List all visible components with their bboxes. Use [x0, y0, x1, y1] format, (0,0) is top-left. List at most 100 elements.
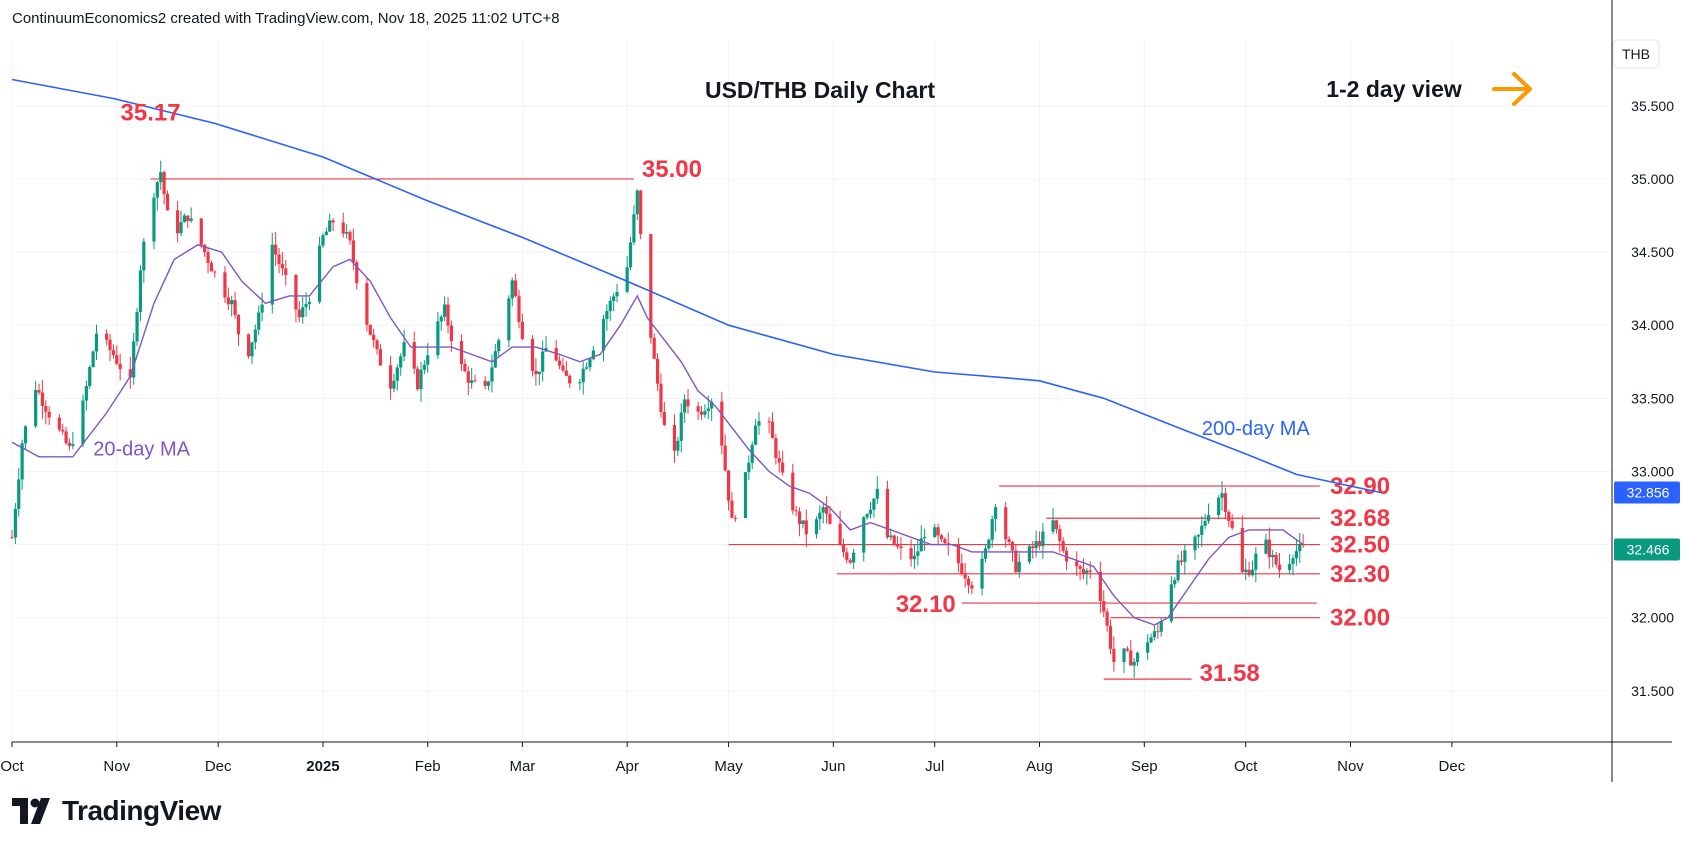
candle-body	[845, 552, 849, 561]
candle-body	[923, 537, 927, 539]
x-tick-label: Jun	[821, 758, 845, 775]
candle-body	[1108, 625, 1113, 649]
annotations: 35.17 20-day MA 200-day MA	[93, 99, 1310, 460]
level-label-32.50: 32.50	[1330, 532, 1390, 559]
level-label-32.90: 32.90	[1330, 473, 1390, 500]
candle-body	[507, 298, 511, 341]
candle-body	[23, 426, 28, 444]
candle-body	[1102, 601, 1106, 612]
ma-200-line	[11, 78, 1382, 494]
candle-body	[274, 244, 278, 255]
candle-body	[1274, 554, 1278, 565]
candle-body	[828, 513, 832, 524]
candle-body	[885, 488, 890, 538]
candle-body	[838, 523, 842, 545]
candle-body	[818, 512, 822, 520]
candle-body	[686, 399, 690, 407]
x-tick-label: Dec	[1439, 758, 1466, 775]
level-label-32.00: 32.00	[1330, 605, 1390, 632]
x-tick-label: Feb	[415, 758, 441, 775]
candle-body	[1200, 525, 1204, 535]
candle-body	[108, 339, 112, 351]
tradingview-logo-icon	[12, 798, 50, 824]
candle-body	[159, 172, 163, 183]
candle-body	[794, 510, 798, 512]
candle-body	[733, 517, 737, 519]
candle-body	[635, 190, 639, 215]
candle-body	[321, 235, 325, 246]
candle-body	[899, 546, 903, 549]
level-label-35.00: 35.00	[642, 156, 702, 183]
candle-body	[649, 234, 653, 338]
candle-body	[294, 274, 298, 310]
candle-body	[520, 322, 524, 340]
x-tick-label: Nov	[1337, 758, 1364, 775]
currency-badge[interactable]: THB	[1612, 39, 1660, 69]
y-tick-label: 35.000	[1631, 171, 1674, 187]
candle-body	[1146, 642, 1150, 653]
candle-body	[61, 429, 65, 432]
candle-body	[1027, 546, 1031, 562]
candle-body	[1075, 561, 1079, 567]
candle-body	[115, 355, 119, 364]
candle-body	[230, 300, 234, 305]
candle-body	[662, 411, 666, 425]
candle-body	[568, 375, 572, 384]
candle-body	[916, 551, 920, 556]
ma200-price-badge-bg	[1614, 481, 1680, 504]
candle-body	[801, 520, 805, 525]
candle-body	[632, 214, 636, 243]
candle-body	[1298, 544, 1302, 552]
moving-averages	[11, 78, 1382, 626]
x-tick-label: 2025	[306, 758, 339, 775]
candle-body	[402, 342, 406, 357]
candle-body	[1034, 541, 1038, 549]
last-price-badge: 32.466	[1627, 542, 1670, 558]
candle-body	[639, 190, 643, 235]
candle-body	[554, 348, 558, 361]
candle-body	[987, 539, 991, 549]
level-label-32.10: 32.10	[896, 591, 956, 618]
candle-body	[936, 527, 940, 536]
candle-body	[1098, 571, 1102, 602]
candle-body	[757, 421, 761, 426]
candle-body	[865, 514, 869, 518]
candle-body	[412, 342, 416, 369]
candle-body	[176, 210, 180, 234]
candle-body	[351, 240, 355, 263]
candle-body	[514, 280, 518, 297]
ma200-price-badge: 32.856	[1627, 484, 1670, 500]
arrow-right-icon	[1492, 72, 1532, 106]
candle-body	[378, 349, 383, 366]
candle-body	[1240, 527, 1244, 572]
chart-title: USD/THB Daily Chart	[705, 77, 935, 103]
grid-lines	[11, 40, 1612, 742]
candle-body	[939, 535, 944, 540]
candle-body	[1206, 515, 1211, 521]
candle-body	[37, 390, 41, 393]
candle-body	[81, 400, 85, 445]
candle-body	[517, 296, 521, 323]
candle-body	[966, 578, 971, 586]
candle-body	[67, 443, 72, 446]
candle-body	[260, 304, 264, 313]
candle-body	[304, 303, 308, 308]
candle-body	[1247, 569, 1251, 576]
candle-body	[497, 340, 501, 352]
candle-body	[1203, 520, 1207, 526]
candle-body	[1004, 507, 1008, 540]
candle-body	[40, 392, 45, 406]
candle-body	[277, 254, 281, 265]
level-label-32.68: 32.68	[1330, 505, 1390, 532]
candle-body	[872, 498, 876, 510]
candle-body	[307, 301, 312, 304]
candle-body	[483, 380, 487, 386]
candle-body	[341, 222, 345, 234]
candle-body	[1051, 520, 1055, 532]
candle-body	[561, 365, 565, 371]
candle-body	[372, 334, 376, 341]
candle-body	[368, 324, 372, 335]
candle-body	[1288, 563, 1292, 570]
